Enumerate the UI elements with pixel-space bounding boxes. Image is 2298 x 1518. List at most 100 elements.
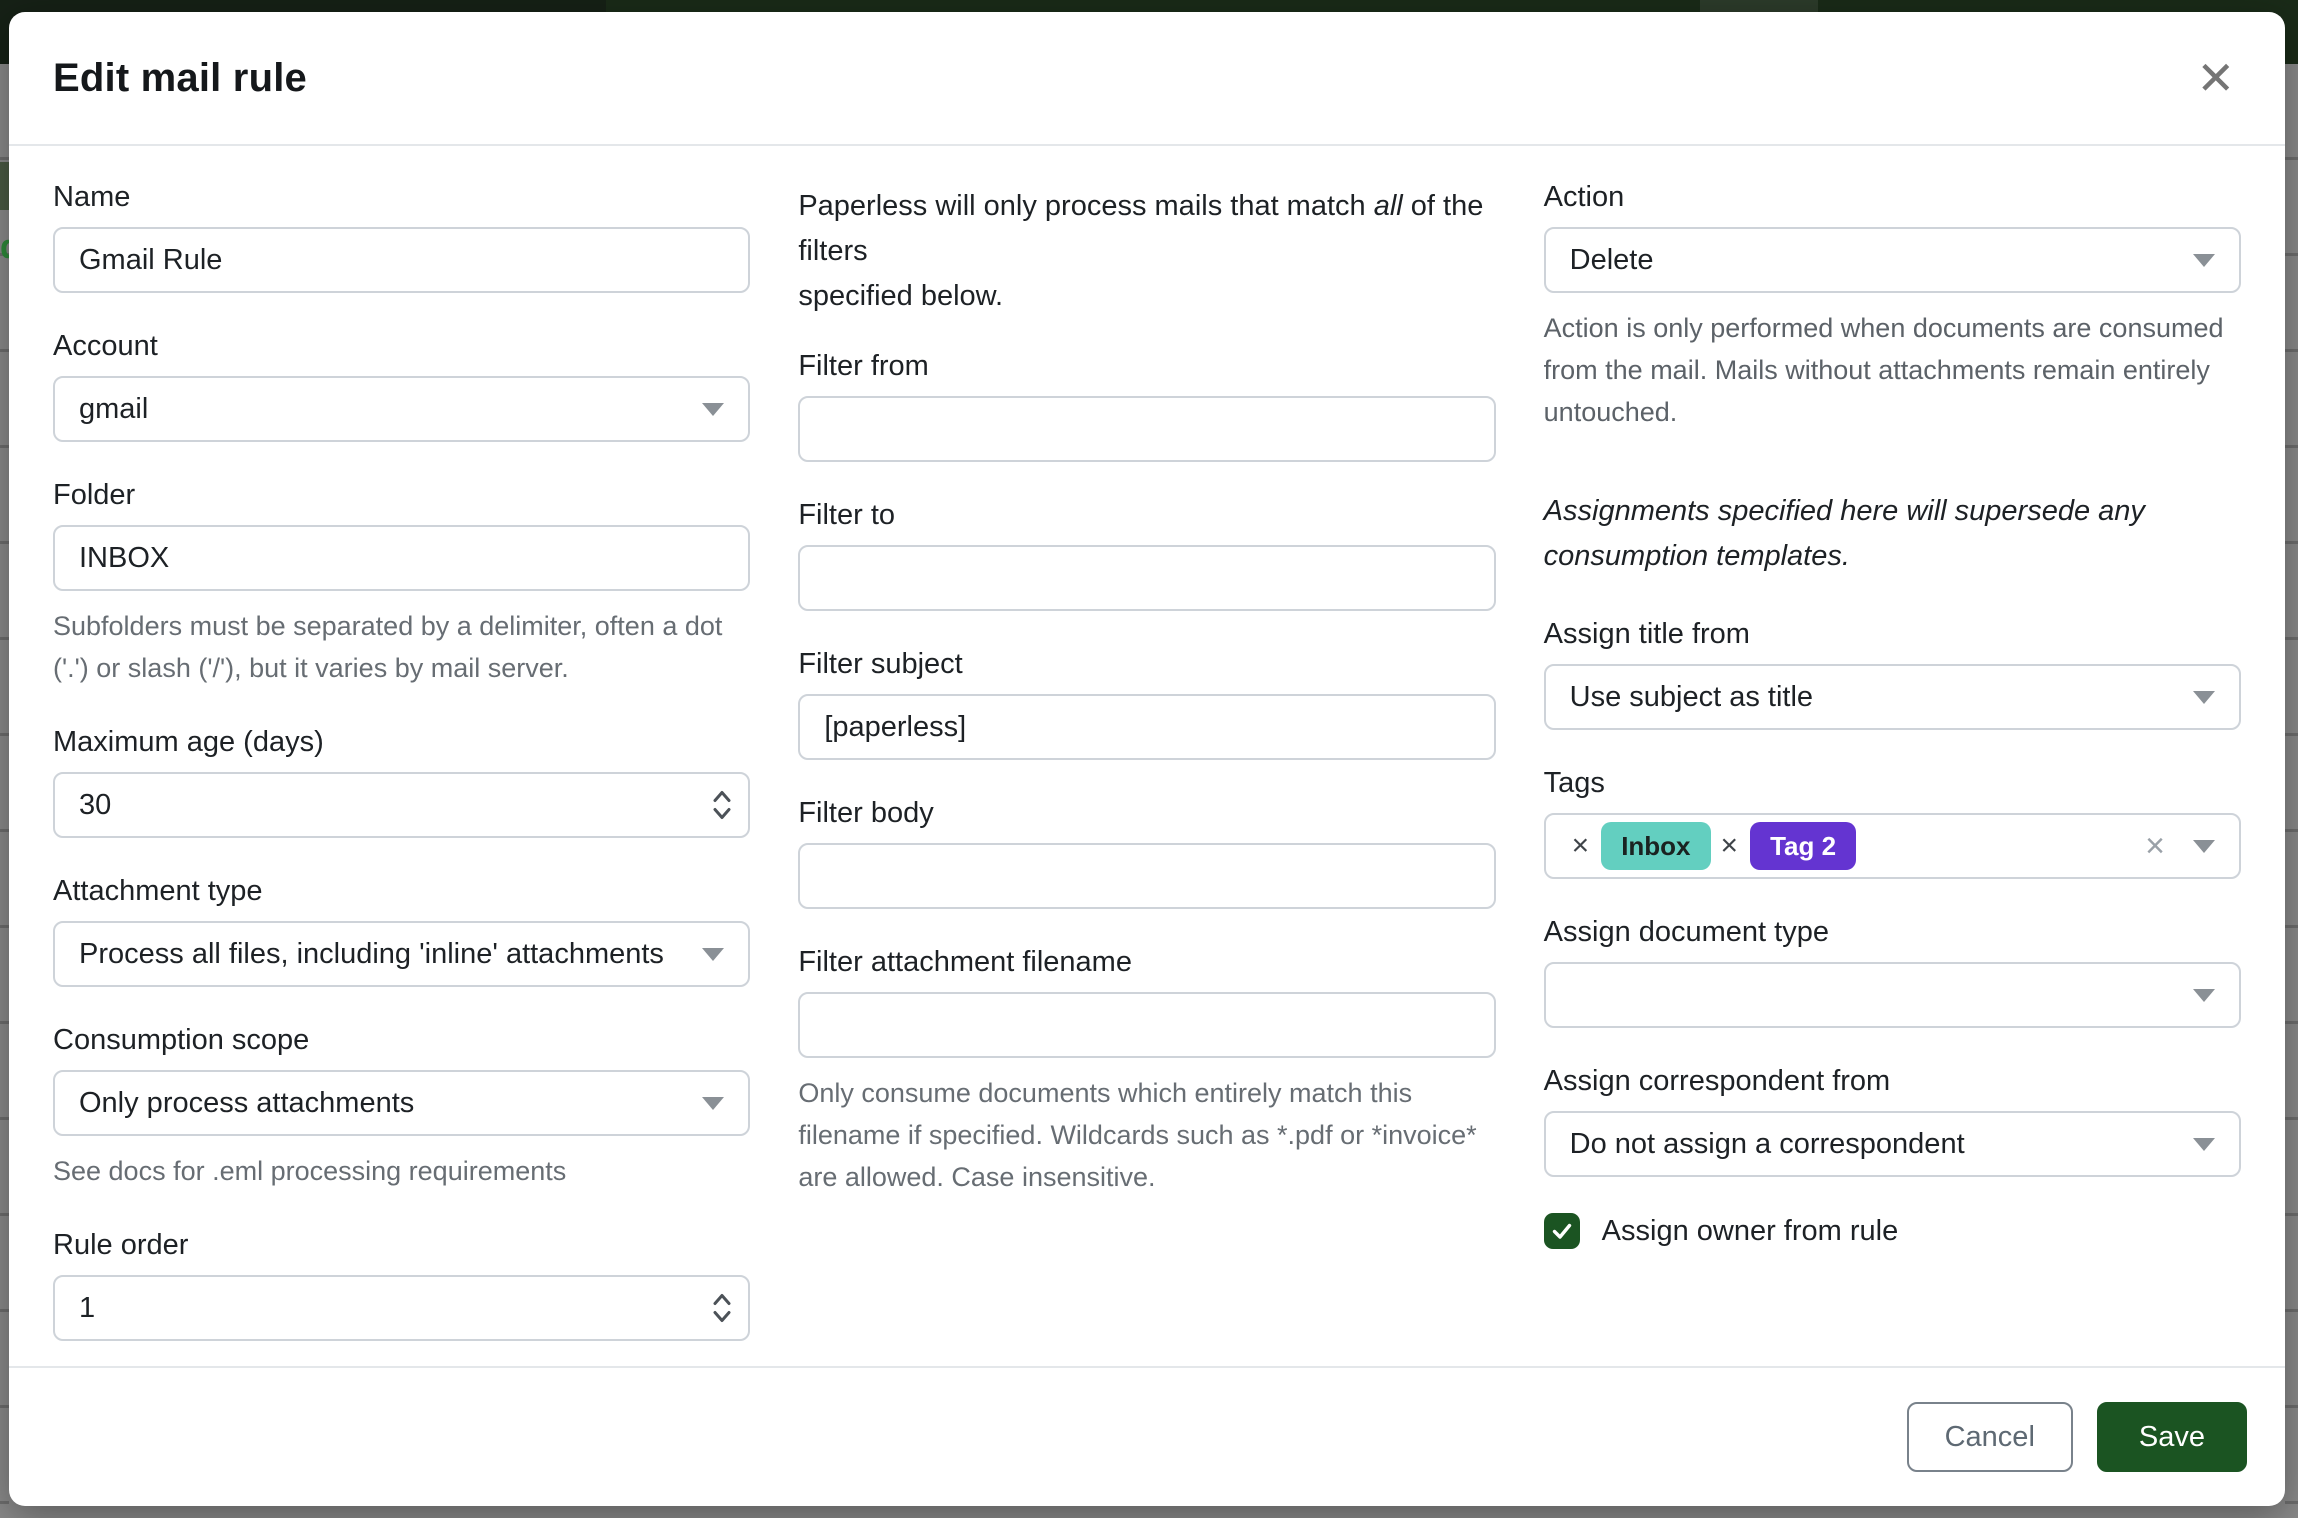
field-assign-title-from: Assign title from Use subject as title — [1543, 617, 2241, 730]
filters-intro-pre: Paperless will only process mails that m… — [798, 190, 1374, 222]
assign-document-type-select[interactable] — [1543, 962, 2241, 1028]
filter-body-label: Filter body — [798, 797, 934, 829]
assignments-note: Assignments specified here will supersed… — [1543, 495, 2145, 572]
filters-intro-text: Paperless will only process mails that m… — [798, 184, 1495, 319]
action-label: Action — [1543, 181, 1625, 213]
folder-help-text: Subfolders must be separated by a delimi… — [53, 611, 723, 683]
max-age-label: Maximum age (days) — [53, 726, 324, 758]
folder-input[interactable] — [53, 525, 751, 591]
chevron-down-icon — [702, 403, 725, 416]
action-select-value: Delete — [1569, 243, 1654, 276]
filter-from-label: Filter from — [798, 350, 929, 382]
column-general: Name Account gmail Folder Subfolders mus… — [53, 180, 751, 1366]
field-folder: Folder Subfolders must be separated by a… — [53, 478, 751, 689]
chevron-down-icon — [2192, 1138, 2215, 1151]
filter-to-label: Filter to — [798, 499, 896, 531]
consumption-scope-select-value: Only process attachments — [79, 1086, 415, 1119]
assign-correspondent-from-select-value: Do not assign a correspondent — [1569, 1127, 1965, 1160]
dialog-footer: Cancel Save — [9, 1366, 2285, 1506]
assign-title-from-select[interactable]: Use subject as title — [1543, 664, 2241, 730]
tags-multiselect[interactable]: × Inbox × Tag 2 × — [1543, 813, 2241, 879]
assign-title-from-select-value: Use subject as title — [1569, 680, 1814, 713]
filters-intro-italic: all — [1373, 190, 1403, 222]
filter-attachment-filename-input[interactable] — [798, 992, 1496, 1058]
column-filters: Paperless will only process mails that m… — [798, 180, 1496, 1366]
field-account: Account gmail — [53, 329, 751, 442]
filter-attachment-filename-help-text: Only consume documents which entirely ma… — [798, 1078, 1477, 1192]
consumption-scope-help-text: See docs for .eml processing requirement… — [53, 1156, 567, 1186]
field-max-age: Maximum age (days) — [53, 725, 751, 838]
background-text-fragment: d — [0, 230, 9, 264]
dialog-header: Edit mail rule ✕ — [9, 12, 2285, 146]
field-name: Name — [53, 180, 751, 293]
chevron-down-icon — [702, 1097, 725, 1110]
filter-attachment-filename-label: Filter attachment filename — [798, 946, 1132, 978]
action-select[interactable]: Delete — [1543, 227, 2241, 293]
page-backdrop-left: d — [0, 64, 9, 1518]
assign-correspondent-from-label: Assign correspondent from — [1543, 1065, 1891, 1097]
field-attachment-type: Attachment type Process all files, inclu… — [53, 874, 751, 987]
folder-label: Folder — [53, 479, 136, 511]
field-assign-document-type: Assign document type — [1543, 915, 2241, 1028]
remove-tag-icon[interactable]: × — [1571, 829, 1590, 862]
field-filter-to: Filter to — [798, 498, 1496, 611]
max-age-input[interactable] — [53, 772, 751, 838]
field-assign-correspondent-from: Assign correspondent from Do not assign … — [1543, 1064, 2241, 1177]
number-stepper-icon[interactable] — [712, 1293, 732, 1324]
field-action: Action Delete Action is only performed w… — [1543, 180, 2241, 433]
field-filter-body: Filter body — [798, 796, 1496, 909]
page-backdrop-right — [2285, 64, 2298, 1518]
field-consumption-scope: Consumption scope Only process attachmen… — [53, 1023, 751, 1192]
rule-order-label: Rule order — [53, 1229, 189, 1261]
filter-to-input[interactable] — [798, 545, 1496, 611]
filters-intro-line2: specified below. — [798, 280, 1004, 312]
filter-body-input[interactable] — [798, 843, 1496, 909]
background-row-fragment — [0, 162, 9, 210]
field-rule-order: Rule order — [53, 1228, 751, 1341]
chevron-down-icon — [702, 948, 725, 961]
account-select-value: gmail — [79, 392, 149, 425]
field-filter-subject: Filter subject — [798, 647, 1496, 760]
field-filter-attachment-filename: Filter attachment filename Only consume … — [798, 945, 1496, 1198]
chevron-down-icon — [2192, 840, 2215, 853]
cancel-button[interactable]: Cancel — [1906, 1402, 2073, 1472]
chevron-down-icon — [2192, 989, 2215, 1002]
attachment-type-select-value: Process all files, including 'inline' at… — [79, 937, 664, 970]
consumption-scope-label: Consumption scope — [53, 1024, 310, 1056]
remove-tag-icon[interactable]: × — [1720, 829, 1739, 862]
number-stepper-icon[interactable] — [712, 790, 732, 821]
action-help-text: Action is only performed when documents … — [1543, 313, 2224, 427]
save-button[interactable]: Save — [2096, 1402, 2247, 1472]
filter-subject-label: Filter subject — [798, 648, 963, 680]
assign-document-type-label: Assign document type — [1543, 916, 1829, 948]
tag-pill-inbox: Inbox — [1601, 821, 1711, 871]
assign-title-from-label: Assign title from — [1543, 618, 1750, 650]
dialog-body: Name Account gmail Folder Subfolders mus… — [9, 146, 2285, 1366]
consumption-scope-select[interactable]: Only process attachments — [53, 1070, 751, 1136]
chevron-down-icon — [2192, 691, 2215, 704]
column-actions: Action Delete Action is only performed w… — [1543, 180, 2241, 1366]
rule-order-input[interactable] — [53, 1275, 751, 1341]
filters-intro-post: of the filters — [798, 190, 1484, 267]
attachment-type-select[interactable]: Process all files, including 'inline' at… — [53, 921, 751, 987]
edit-mail-rule-dialog: Edit mail rule ✕ Name Account gmail Fold… — [9, 12, 2285, 1506]
field-tags: Tags × Inbox × Tag 2 × — [1543, 766, 2241, 879]
name-input[interactable] — [53, 227, 751, 293]
assign-owner-label: Assign owner from rule — [1601, 1214, 1899, 1247]
tag-pill-tag2: Tag 2 — [1750, 821, 1857, 871]
filter-from-input[interactable] — [798, 396, 1496, 462]
chevron-down-icon — [2192, 254, 2215, 267]
field-filter-from: Filter from — [798, 349, 1496, 462]
account-select[interactable]: gmail — [53, 376, 751, 442]
assign-owner-checkbox-row[interactable]: Assign owner from rule — [1543, 1213, 2241, 1249]
filter-subject-input[interactable] — [798, 694, 1496, 760]
checkbox-checked-icon[interactable] — [1543, 1213, 1580, 1249]
close-icon[interactable]: ✕ — [2186, 51, 2245, 105]
page-title: Edit mail rule — [53, 55, 307, 100]
assign-correspondent-from-select[interactable]: Do not assign a correspondent — [1543, 1111, 2241, 1177]
clear-tags-icon[interactable]: × — [2145, 826, 2165, 865]
tags-label: Tags — [1543, 767, 1605, 799]
name-label: Name — [53, 181, 131, 213]
account-label: Account — [53, 330, 158, 362]
attachment-type-label: Attachment type — [53, 875, 263, 907]
